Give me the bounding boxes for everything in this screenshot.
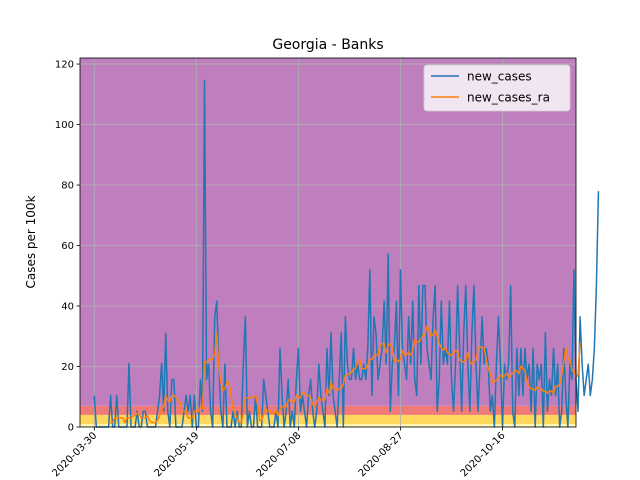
- legend: new_cases new_cases_ra: [423, 64, 571, 112]
- background-bands: [80, 58, 576, 427]
- legend-label-new_cases: new_cases: [467, 70, 532, 84]
- y-tick-label-0: 0: [68, 423, 74, 434]
- y-axis: 0 20 40 60 80 100 120: [55, 60, 80, 434]
- grid-lines: [80, 58, 576, 428]
- background-band-3: [80, 58, 576, 406]
- y-axis-label: Cases per 100k: [24, 195, 38, 288]
- background-band-0: [80, 423, 576, 427]
- background-band-1: [80, 414, 576, 424]
- y-tick-label-6: 120: [55, 60, 74, 71]
- y-tick-label-2: 40: [61, 302, 74, 313]
- background-band-2: [80, 405, 576, 415]
- legend-box: [423, 64, 571, 112]
- plot-frame: [79, 57, 577, 428]
- y-tick-label-1: 20: [61, 362, 74, 373]
- y-tick-label-4: 80: [61, 181, 74, 192]
- y-tick-label-3: 60: [61, 241, 74, 252]
- chart-title: Georgia - Banks: [272, 37, 383, 53]
- y-tick-label-5: 100: [55, 120, 74, 131]
- legend-label-new_cases_ra: new_cases_ra: [467, 91, 550, 105]
- series-line-new_cases_ra: [108, 325, 581, 424]
